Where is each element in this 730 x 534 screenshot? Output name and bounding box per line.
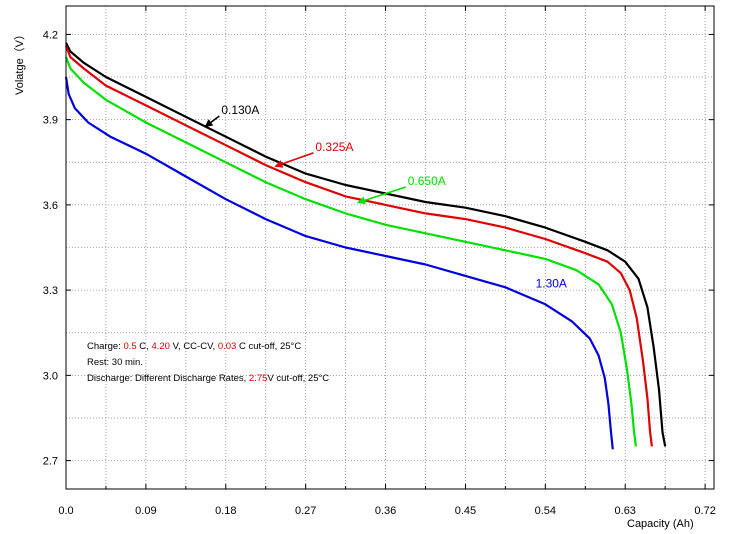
series-line-1-30A	[64, 76, 614, 450]
series-line-0-130A	[65, 42, 667, 447]
grid-lines	[66, 6, 714, 489]
series-line-0-325A	[64, 45, 653, 447]
x-tick-label: 0.0	[58, 505, 73, 517]
y-tick-label: 2.7	[43, 456, 58, 468]
x-tick-label: 0.63	[615, 505, 636, 517]
axis-ticks: 0.0 0.09 0.18 0.27 0.36 0.45 0.54 0.63 0.72 2.7 3.…	[43, 6, 716, 517]
note-line: Charge: 0.5 C, 4.20 V, CC-CV, 0.03 C cut…	[87, 341, 301, 352]
series-label: 0.650A	[408, 174, 446, 188]
y-tick-label: 3.3	[43, 285, 58, 297]
y-tick-label: 3.0	[43, 370, 58, 382]
series-label: 1.30A	[536, 276, 567, 290]
plot-frame	[65, 5, 715, 490]
series-label: 0.325A	[315, 140, 353, 154]
series-label-arrow	[357, 186, 407, 205]
series-line-0-650A	[64, 56, 637, 447]
series-labels: 0.130A 0.325A 0.650A 1.30A	[204, 103, 567, 290]
y-tick-label: 4.2	[43, 29, 58, 41]
x-axis-title: Capacity (Ah)	[627, 518, 694, 530]
x-tick-label: 0.72	[694, 505, 715, 517]
x-tick-label: 0.18	[215, 505, 236, 517]
x-tick-label: 0.09	[135, 505, 156, 517]
y-tick-label: 3.6	[43, 200, 58, 212]
x-tick-label: 0.36	[375, 505, 396, 517]
test-conditions-note: Charge: 0.5 C, 4.20 V, CC-CV, 0.03 C cut…	[87, 341, 329, 384]
plot-area-border	[65, 5, 715, 490]
y-axis-title: Volatge（V）	[13, 29, 26, 95]
x-tick-label: 0.54	[535, 505, 556, 517]
series-label-arrow	[274, 152, 314, 168]
x-tick-label: 0.27	[295, 505, 316, 517]
x-tick-label: 0.45	[455, 505, 476, 517]
series-label-arrow	[204, 115, 220, 128]
series-label: 0.130A	[221, 103, 259, 117]
note-line: Rest: 30 min.	[87, 357, 143, 368]
series-lines	[64, 42, 667, 450]
y-tick-label: 3.9	[43, 115, 58, 127]
note-line: Discharge: Different Discharge Rates, 2.…	[87, 373, 329, 384]
